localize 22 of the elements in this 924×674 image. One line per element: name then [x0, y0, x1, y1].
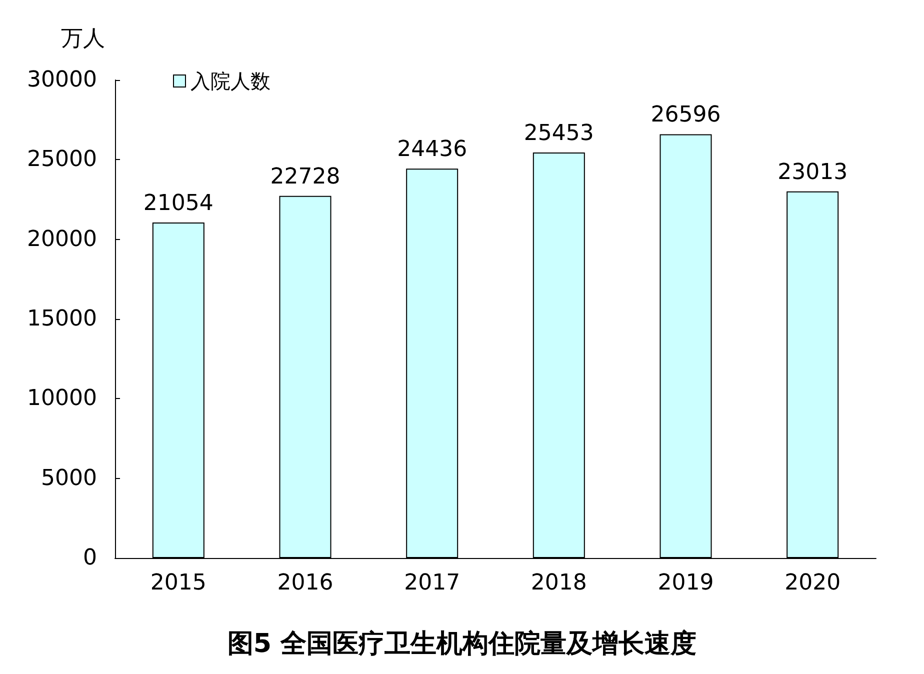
legend-label: 入院人数: [190, 69, 270, 93]
y-tick-label: 15000: [27, 306, 97, 332]
y-tick-label: 10000: [27, 386, 97, 412]
data-label: 25453: [524, 120, 594, 146]
data-label: 26596: [650, 102, 721, 128]
x-tick-label: 2015: [150, 570, 206, 596]
x-tick-label: 2016: [277, 570, 334, 596]
data-label: 22728: [270, 164, 340, 190]
y-tick-label: 30000: [27, 68, 97, 92]
x-tick-label: 2018: [530, 570, 587, 596]
y-tick-label: 20000: [27, 226, 97, 252]
x-tick-label: 2017: [404, 570, 460, 596]
y-tick-label: 5000: [41, 466, 97, 491]
y-tick-label: 25000: [27, 147, 97, 172]
text: 图5 全国医疗卫生机构住院量及增长速度: [227, 629, 697, 659]
x-tick-label: 2020: [784, 570, 841, 596]
data-label: 24436: [397, 137, 468, 162]
y-axis-title: 万人: [61, 26, 105, 52]
x-tick-label: 2019: [658, 570, 714, 596]
data-label: 23013: [778, 160, 848, 185]
y-tick-label: 0: [83, 546, 97, 570]
data-label: 21054: [143, 191, 214, 216]
